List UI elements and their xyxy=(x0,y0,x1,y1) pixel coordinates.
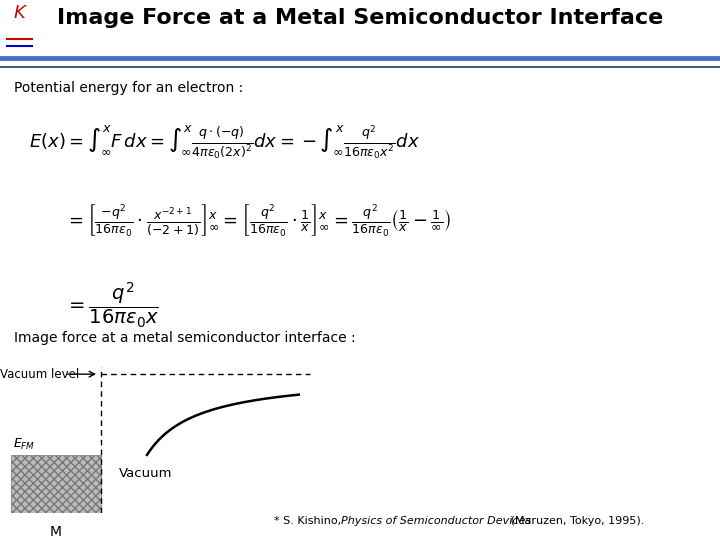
Text: Physics of Semiconductor Devices: Physics of Semiconductor Devices xyxy=(341,516,531,526)
Bar xyxy=(11,455,101,513)
Text: M: M xyxy=(50,524,62,538)
Text: $= \dfrac{q^{2}}{16\pi\varepsilon_0 x}$: $= \dfrac{q^{2}}{16\pi\varepsilon_0 x}$ xyxy=(65,281,159,330)
Text: * S. Kishino,: * S. Kishino, xyxy=(274,516,344,526)
Text: Image Force at a Metal Semiconductor Interface: Image Force at a Metal Semiconductor Int… xyxy=(57,9,663,29)
Text: Potential energy for an electron :: Potential energy for an electron : xyxy=(14,82,243,96)
Text: (Maruzen, Tokyo, 1995).: (Maruzen, Tokyo, 1995). xyxy=(507,516,644,526)
Text: $\mathit{K}$: $\mathit{K}$ xyxy=(13,3,28,22)
Text: $E\left(x\right) = \int_{\infty}^{x} F\,dx = \int_{\infty}^{x} \frac{q\cdot\left: $E\left(x\right) = \int_{\infty}^{x} F\,… xyxy=(29,124,420,161)
Text: Vacuum level: Vacuum level xyxy=(0,368,79,381)
Text: $= \left[\frac{-q^{2}}{16\pi\varepsilon_0}\cdot\frac{x^{-2+1}}{\left(-2+1\right): $= \left[\frac{-q^{2}}{16\pi\varepsilon_… xyxy=(65,202,451,238)
Text: Vacuum: Vacuum xyxy=(119,467,172,480)
Text: Image force at a metal semiconductor interface :: Image force at a metal semiconductor int… xyxy=(14,332,356,346)
Text: $E_{FM}$: $E_{FM}$ xyxy=(13,436,35,451)
